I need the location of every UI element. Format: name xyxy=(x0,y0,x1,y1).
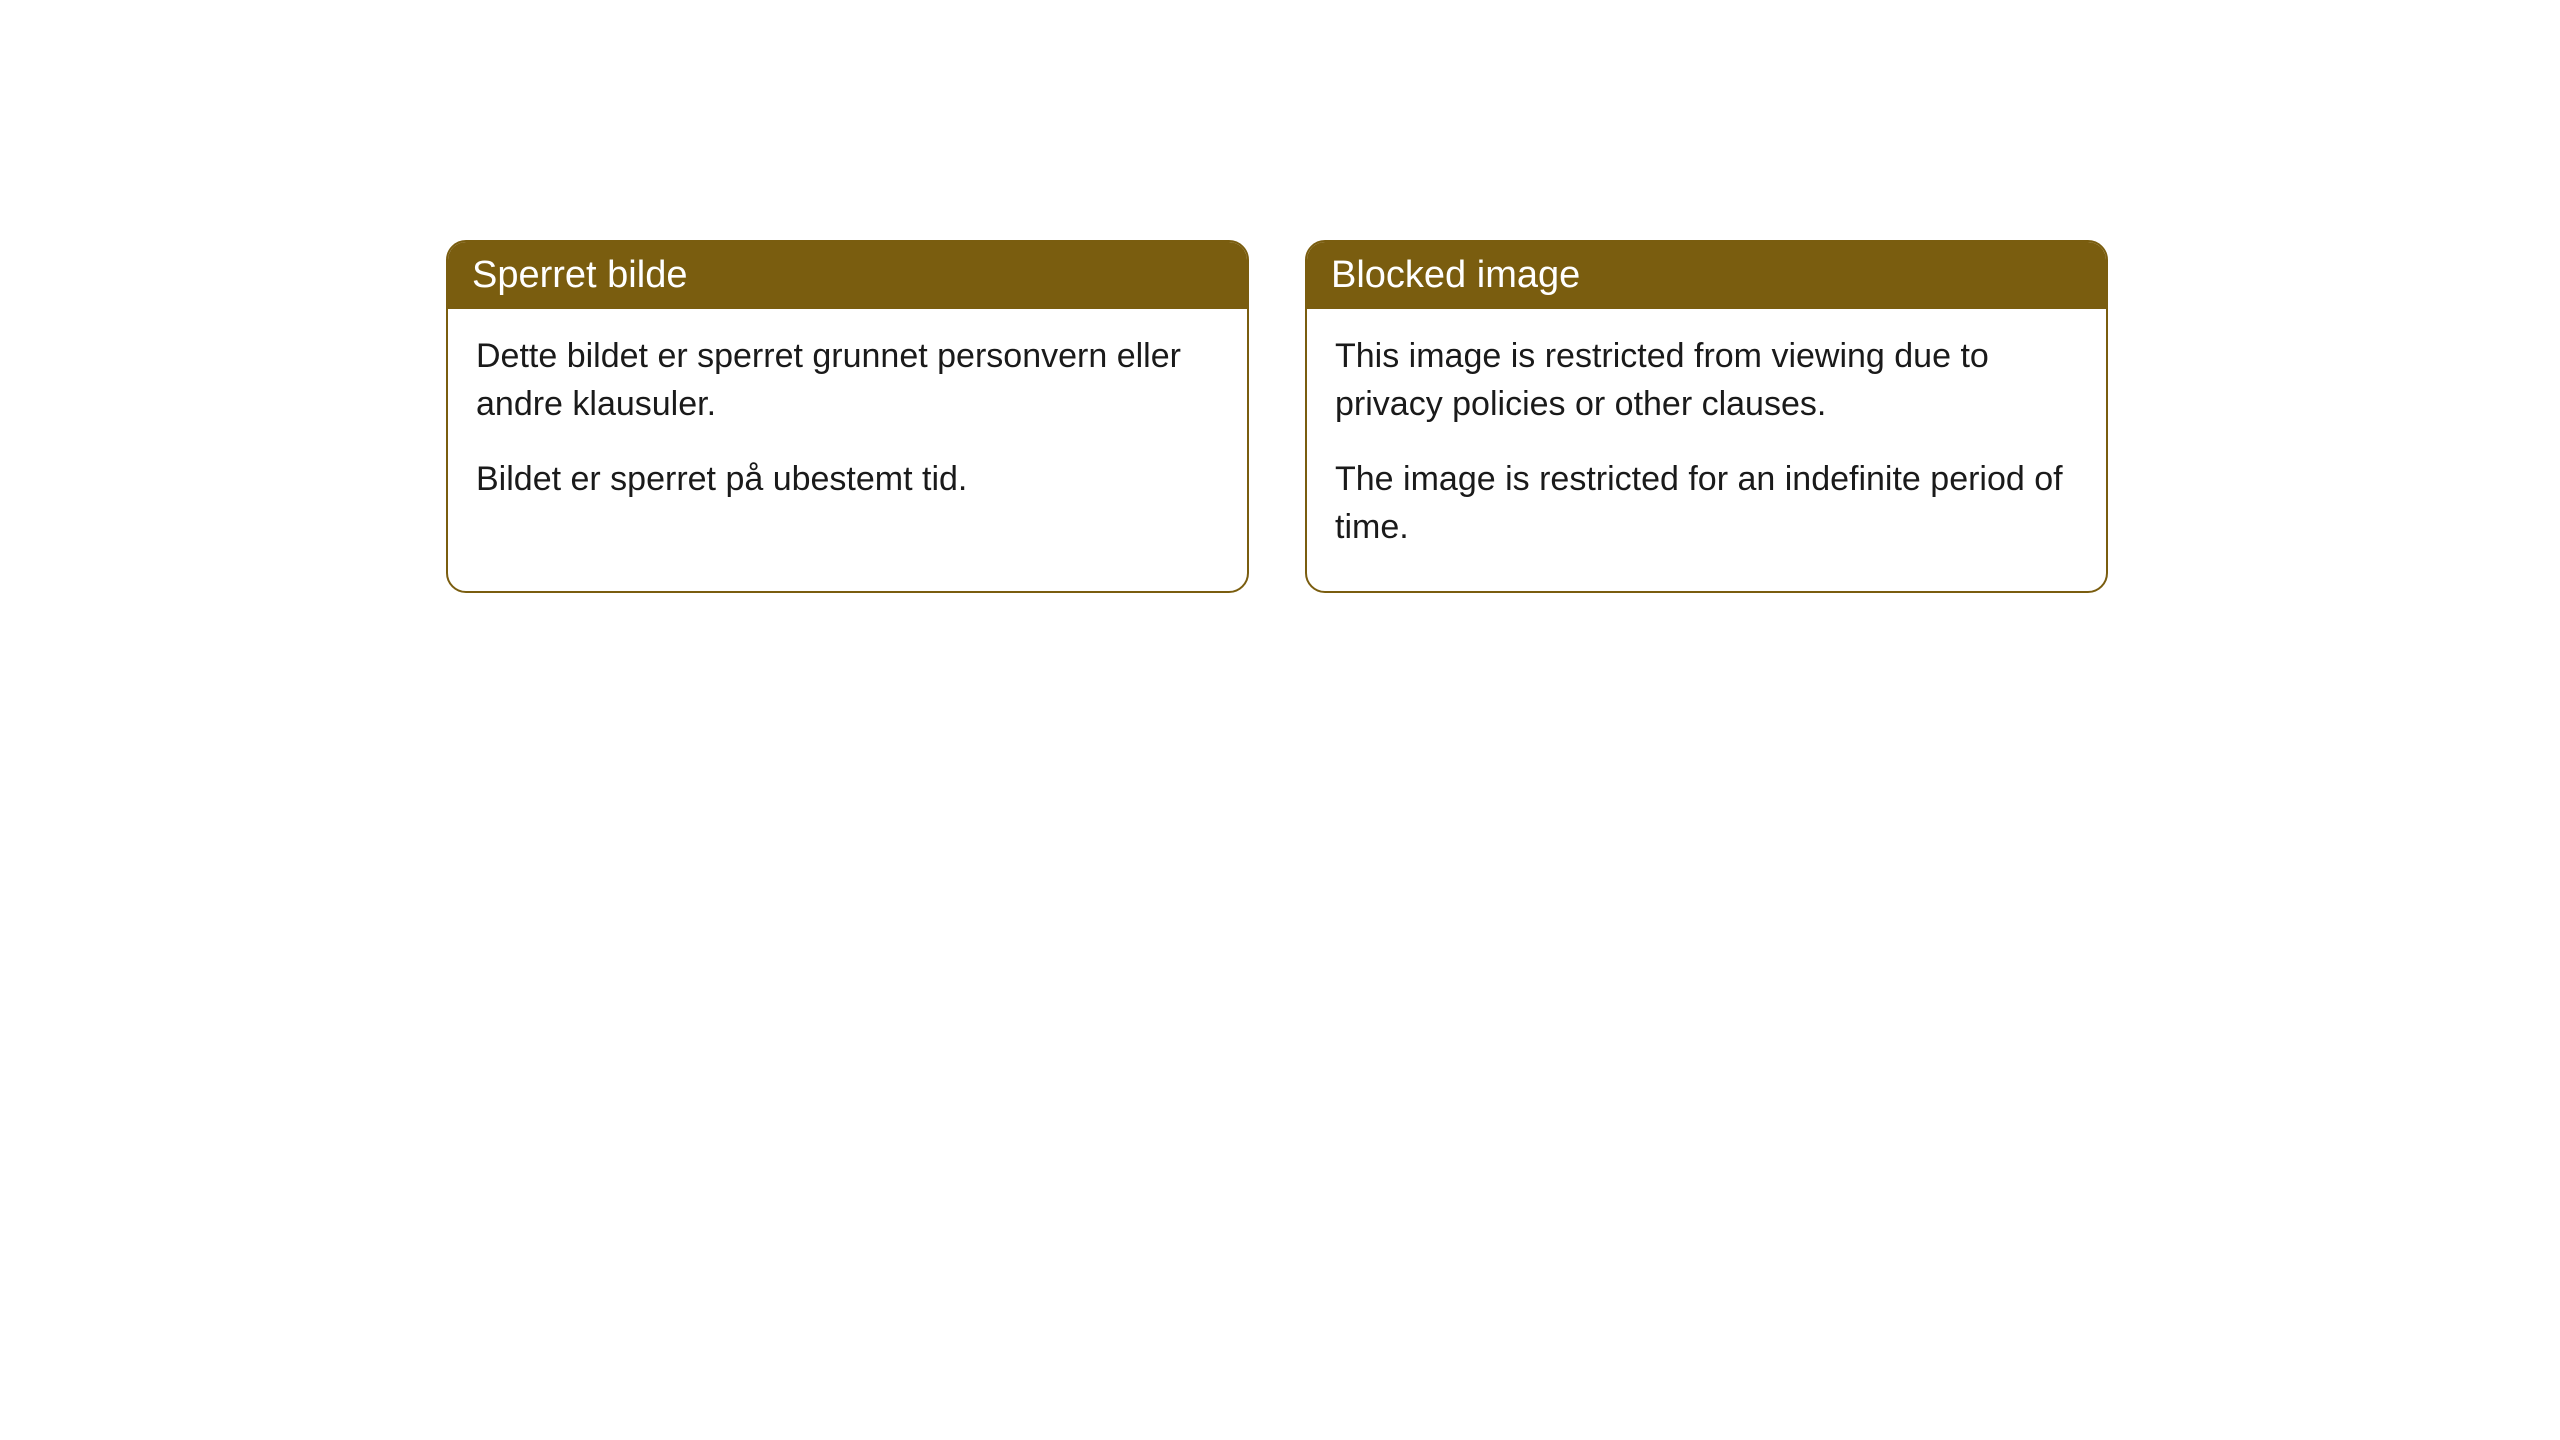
blocked-image-card-norwegian: Sperret bilde Dette bildet er sperret gr… xyxy=(446,240,1249,593)
card-paragraph-1: Dette bildet er sperret grunnet personve… xyxy=(476,333,1219,428)
card-title: Sperret bilde xyxy=(472,254,687,296)
card-paragraph-1: This image is restricted from viewing du… xyxy=(1335,333,2078,428)
cards-container: Sperret bilde Dette bildet er sperret gr… xyxy=(0,0,2560,593)
card-title: Blocked image xyxy=(1331,254,1580,296)
card-body: This image is restricted from viewing du… xyxy=(1307,309,2106,591)
blocked-image-card-english: Blocked image This image is restricted f… xyxy=(1305,240,2108,593)
card-paragraph-2: The image is restricted for an indefinit… xyxy=(1335,456,2078,551)
card-paragraph-2: Bildet er sperret på ubestemt tid. xyxy=(476,456,1219,504)
card-body: Dette bildet er sperret grunnet personve… xyxy=(448,309,1247,544)
card-header: Blocked image xyxy=(1307,242,2106,309)
card-header: Sperret bilde xyxy=(448,242,1247,309)
